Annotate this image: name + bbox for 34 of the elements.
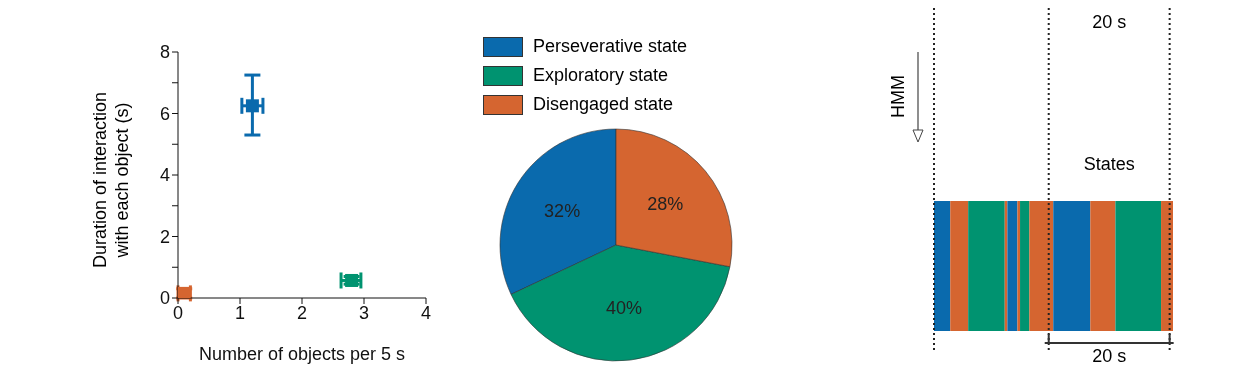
bar xyxy=(1007,201,1018,331)
bar xyxy=(1053,201,1091,331)
x-tick-label: 0 xyxy=(172,302,184,323)
x-tick-label: 1 xyxy=(234,302,246,323)
text: 20 s xyxy=(1091,346,1128,367)
bar xyxy=(934,201,951,331)
x-axis-title: Number of objects per 5 s xyxy=(198,344,406,364)
x-tick-label: 4 xyxy=(420,302,432,323)
bar xyxy=(1161,201,1173,331)
bar xyxy=(1020,201,1030,331)
y-tick-label: 2 xyxy=(159,226,170,247)
data-label: 32% xyxy=(544,200,581,221)
bar xyxy=(1090,201,1116,331)
y-tick-label: 6 xyxy=(159,103,170,124)
y-axis-title: Duration of interaction with each object (s) xyxy=(88,90,133,271)
bar xyxy=(1017,201,1021,331)
text: HMM xyxy=(887,74,909,120)
bar xyxy=(950,201,969,331)
x-tick-label: 2 xyxy=(296,302,308,323)
bar xyxy=(1029,201,1054,331)
legend-label: Disengaged state xyxy=(533,93,674,116)
x-tick-label: 3 xyxy=(358,302,370,323)
data-label: 40% xyxy=(605,298,643,319)
legend-label: Perseverative state xyxy=(533,35,688,58)
text: States xyxy=(1082,154,1136,175)
bar xyxy=(968,201,1005,331)
y-tick-label: 4 xyxy=(159,165,170,186)
text: 20 s xyxy=(1069,12,1150,33)
data-label: 28% xyxy=(647,194,684,215)
point xyxy=(245,99,259,113)
y-tick-label: 0 xyxy=(159,288,170,309)
y-tick-label: 8 xyxy=(159,42,170,63)
bar xyxy=(1115,201,1162,331)
legend-label: Exploratory state xyxy=(533,64,669,87)
